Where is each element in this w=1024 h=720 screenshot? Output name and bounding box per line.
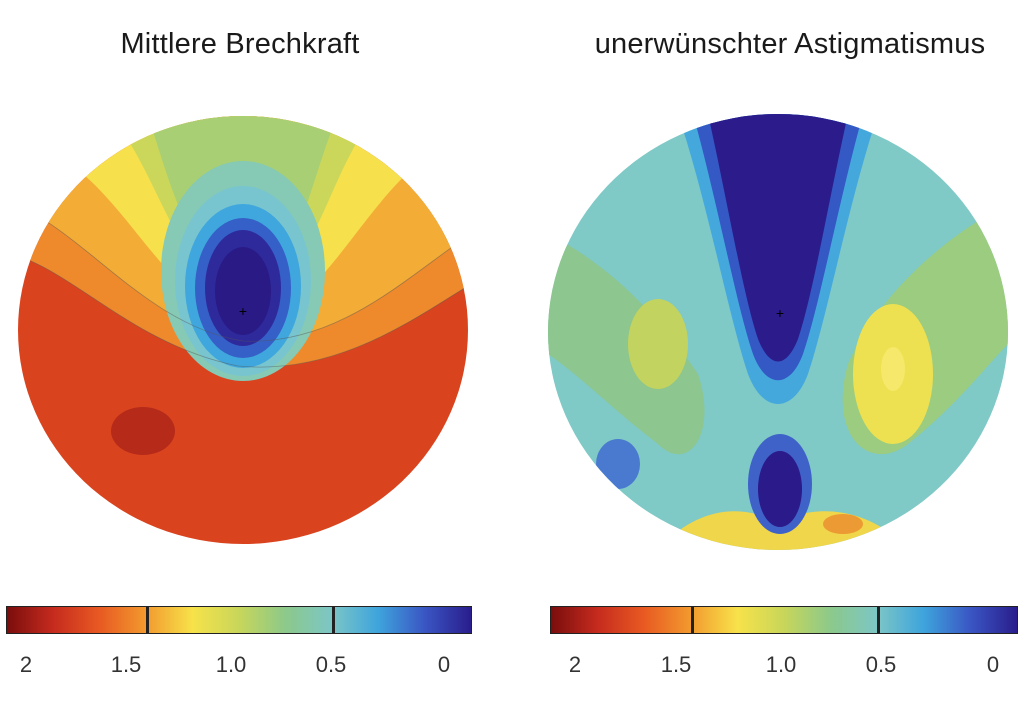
contour-lines: [18, 205, 468, 368]
zone-darkblue-lower: [758, 451, 802, 527]
colorbar-tick-label: 1.0: [215, 652, 247, 677]
colorbar-tick-label: 0: [986, 652, 1000, 677]
colorbar-tick-label: 0.5: [315, 652, 347, 677]
colorbar-marker: [331, 607, 335, 633]
astigmatism-map: +: [548, 114, 1008, 550]
colorbar-tick-label: 2: [568, 652, 582, 677]
zone-orange-bottom: [823, 514, 863, 534]
zone-blue-leftedge: [596, 439, 640, 489]
zone-lightyellow-right: [881, 347, 905, 391]
left-panel-title: Mittlere Brechkraft: [120, 28, 360, 60]
colorbar-tick-label: 1.5: [660, 652, 692, 677]
colorbar-tick-label: 1.5: [110, 652, 142, 677]
band-darkblue: [708, 114, 848, 362]
mean-power-map: +: [18, 116, 468, 544]
colorbar-marker: [877, 607, 881, 633]
right-panel-title: unerwünschter Astigmatismus: [594, 28, 986, 60]
colorbar-tick-label: 2: [19, 652, 33, 677]
colorbar-tick-label: 1.0: [765, 652, 797, 677]
zone-darkred-left: [111, 407, 175, 455]
zone-green-left: [548, 234, 705, 455]
zone-yellowgreen-left: [628, 299, 688, 389]
core-darkblue: [215, 247, 271, 335]
colorbar-tick-label: 0: [437, 652, 451, 677]
colorbar-marker: [690, 607, 694, 633]
center-mark: +: [776, 305, 784, 321]
colorbar-tick-label: 0.5: [865, 652, 897, 677]
center-mark: +: [239, 303, 247, 319]
colorbar-right: [550, 606, 1018, 634]
colorbar-left: [6, 606, 472, 634]
colorbar-marker: [146, 607, 150, 633]
